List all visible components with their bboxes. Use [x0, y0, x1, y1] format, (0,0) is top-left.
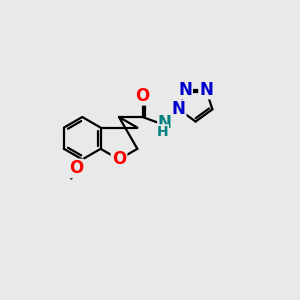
Text: N: N — [199, 81, 213, 99]
Text: N: N — [172, 100, 186, 118]
Text: O: O — [112, 150, 126, 168]
Text: O: O — [69, 159, 83, 177]
Text: N: N — [158, 114, 172, 132]
Text: O: O — [135, 87, 150, 105]
Text: H: H — [157, 124, 169, 139]
Text: N: N — [178, 81, 192, 99]
